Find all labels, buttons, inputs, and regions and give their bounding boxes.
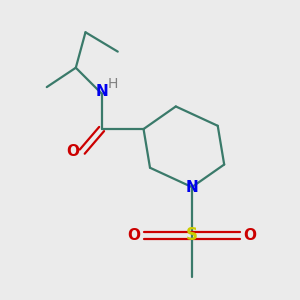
Text: N: N xyxy=(95,84,108,99)
Text: O: O xyxy=(244,228,256,243)
Text: S: S xyxy=(186,226,198,244)
Text: O: O xyxy=(67,144,80,159)
Text: O: O xyxy=(128,228,140,243)
Text: N: N xyxy=(186,180,198,195)
Text: H: H xyxy=(108,77,118,91)
